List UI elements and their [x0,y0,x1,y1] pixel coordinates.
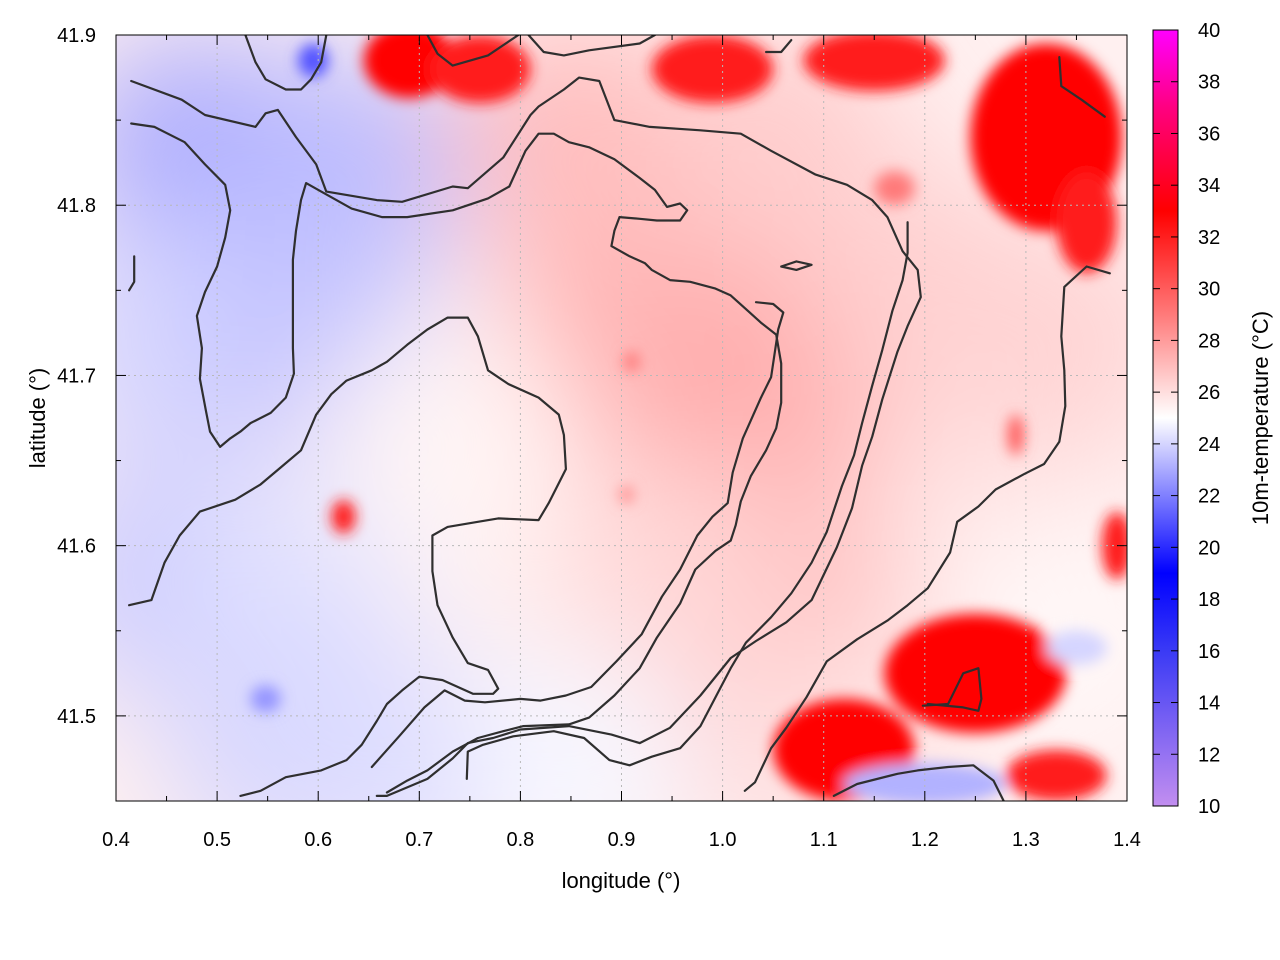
x-tick-label: 1.3 [1012,829,1040,851]
field-sample [461,646,702,801]
colorbar-tick-label: 32 [1198,227,1220,249]
colorbar-tick-labels: 10 12 14 16 18 20 22 24 26 28 30 32 34 36 38 40 [1198,20,1220,818]
colorbar-tick-label: 10 [1198,796,1220,818]
contour-lines [128,35,1111,801]
contour-line [1058,55,1106,118]
x-tick-labels: 0.4 0.5 0.6 0.7 0.8 0.9 1.0 1.1 1.2 1.3 1.4 [102,829,1141,851]
colorbar-tick-label: 18 [1198,589,1220,611]
contour-line [832,764,1005,801]
warm-spot [429,35,531,104]
warm-spot [1007,414,1024,456]
contour-line [527,35,657,57]
contour-line [764,38,793,54]
warm-spot [874,171,915,206]
colorbar-tick-label: 22 [1198,486,1220,508]
temperature-anomalies [250,35,1127,801]
y-tick-label: 41.5 [57,706,96,728]
colorbar-tick-label: 26 [1198,382,1220,404]
colorbar-tick-label: 20 [1198,537,1220,559]
contour-line [128,255,136,292]
heatmap-layer [116,35,1127,801]
contour-line [780,260,813,271]
x-tick-label: 1.4 [1113,829,1141,851]
colorbar-tick-label: 14 [1198,693,1220,715]
contour-line [244,35,328,91]
x-tick-label: 0.7 [405,829,433,851]
colorbar-tick-label: 38 [1198,72,1220,94]
cool-spot [1046,630,1107,665]
colorbar-tick-label: 34 [1198,175,1220,197]
field-sample [936,221,1127,462]
x-tick-label: 0.6 [304,829,332,851]
warm-spot [623,351,640,373]
contour-line [426,35,520,67]
cool-spot [250,685,281,713]
y-tick-labels: 41.5 41.6 41.7 41.8 41.9 [57,25,96,728]
y-axis-label: latitude (°) [25,368,50,469]
x-axis-label: longitude (°) [562,868,681,893]
grid-lines [116,35,1127,801]
contour-line [921,667,983,712]
warm-spot [803,35,945,92]
warm-spot [651,35,774,104]
y-tick-label: 41.7 [57,365,96,387]
x-tick-label: 1.1 [810,829,838,851]
colorbar-tick-label: 28 [1198,330,1220,352]
y-tick-label: 41.6 [57,536,96,558]
colorbar-tick-label: 36 [1198,123,1220,145]
warm-spot [331,499,356,534]
colorbar-tick-label: 16 [1198,641,1220,663]
colorbar-gradient-bar [1153,30,1178,806]
cool-spot [297,43,329,78]
warm-spot [1056,171,1117,274]
colorbar-frame [1152,29,1179,807]
colorbar-tick-marks [1153,29,1178,807]
y-tick-label: 41.9 [57,25,96,47]
warm-spot [363,35,455,98]
cool-spot [843,763,1006,801]
contour-line [370,301,785,769]
contour-line [130,76,922,798]
warm-spot [884,613,1067,733]
contour-line [130,122,783,794]
warm-spot [1101,511,1127,580]
field-sample [319,323,560,564]
x-tick-label: 1.0 [709,829,737,851]
x-tick-label: 0.9 [608,829,636,851]
colorbar-tick-label: 40 [1198,20,1220,42]
colorbar-tick-label: 30 [1198,279,1220,301]
x-tick-label: 0.5 [203,829,231,851]
colorbar-tick-label: 12 [1198,744,1220,766]
contour-line [128,316,568,798]
x-tick-label: 0.8 [506,829,534,851]
colorbar-tick-label: 24 [1198,434,1220,456]
colorbar-title: 10m-temperature (°C) [1248,311,1273,525]
colorbar: 10 12 14 16 18 20 22 24 26 28 30 32 34 36 38 40 10m-tem… [1152,20,1273,818]
x-tick-label: 0.4 [102,829,130,851]
axis-ticks [115,34,1128,802]
x-tick-label: 1.2 [911,829,939,851]
warm-spot [619,486,634,504]
y-tick-label: 41.8 [57,195,96,217]
contour-line [743,265,1111,792]
warm-spot [1005,749,1107,801]
contour-line [465,221,909,781]
